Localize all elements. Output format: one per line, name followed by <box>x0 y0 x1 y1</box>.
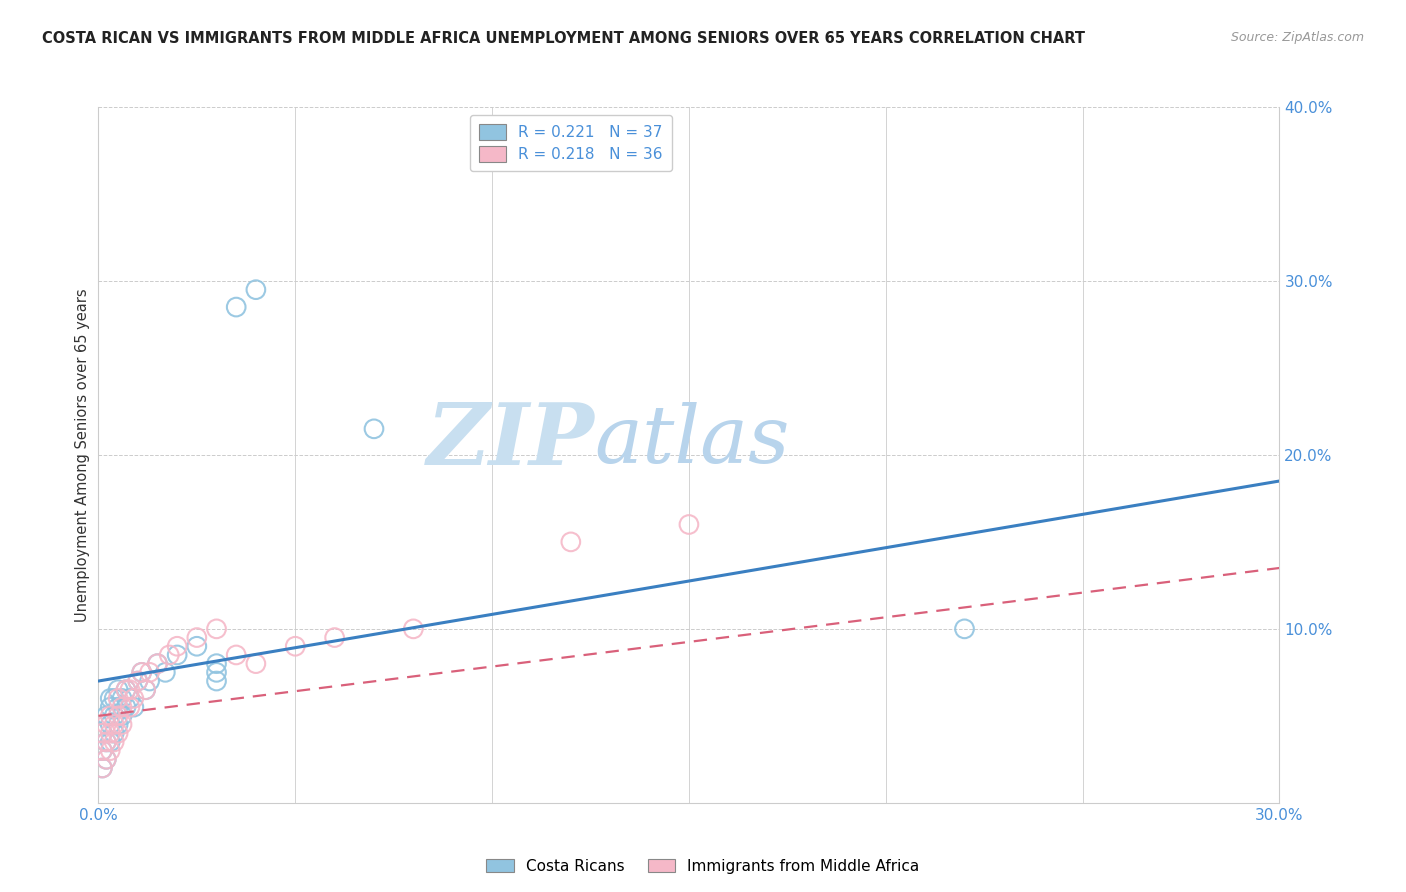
Point <box>96 735 118 749</box>
Point <box>166 648 188 662</box>
Point <box>138 665 160 680</box>
Point <box>131 665 153 680</box>
Point <box>118 691 141 706</box>
Point <box>157 648 180 662</box>
Point <box>402 622 425 636</box>
Point <box>107 717 129 731</box>
Point <box>122 691 145 706</box>
Point <box>107 700 129 714</box>
Point <box>103 735 125 749</box>
Point <box>225 648 247 662</box>
Point <box>131 665 153 680</box>
Text: atlas: atlas <box>595 402 790 480</box>
Point <box>115 682 138 697</box>
Point <box>155 665 177 680</box>
Point <box>91 744 114 758</box>
Point <box>103 691 125 706</box>
Text: Source: ZipAtlas.com: Source: ZipAtlas.com <box>1230 31 1364 45</box>
Point <box>103 708 125 723</box>
Point <box>205 665 228 680</box>
Point <box>91 744 114 758</box>
Point <box>678 517 700 532</box>
Point <box>107 691 129 706</box>
Point <box>186 631 208 645</box>
Point <box>96 752 118 766</box>
Point <box>115 682 138 697</box>
Point <box>205 674 228 689</box>
Point <box>98 700 121 714</box>
Point <box>118 700 141 714</box>
Text: ZIP: ZIP <box>426 400 595 483</box>
Point <box>953 622 976 636</box>
Point <box>127 674 149 689</box>
Point <box>98 726 121 740</box>
Point <box>107 726 129 740</box>
Point <box>186 639 208 653</box>
Point <box>205 657 228 671</box>
Point <box>96 752 118 766</box>
Point <box>135 682 157 697</box>
Point <box>107 708 129 723</box>
Point <box>363 422 385 436</box>
Point <box>115 700 138 714</box>
Point <box>111 708 134 723</box>
Point <box>98 691 121 706</box>
Point <box>107 682 129 697</box>
Point <box>135 682 157 697</box>
Point <box>96 735 118 749</box>
Point <box>146 657 169 671</box>
Legend: Costa Ricans, Immigrants from Middle Africa: Costa Ricans, Immigrants from Middle Afr… <box>481 853 925 880</box>
Point <box>91 761 114 775</box>
Point <box>96 708 118 723</box>
Point <box>245 283 267 297</box>
Point <box>146 657 169 671</box>
Point <box>122 700 145 714</box>
Point <box>166 639 188 653</box>
Point <box>98 717 121 731</box>
Point <box>103 717 125 731</box>
Point <box>127 674 149 689</box>
Point <box>118 682 141 697</box>
Point <box>323 631 346 645</box>
Point <box>284 639 307 653</box>
Point <box>91 726 114 740</box>
Point <box>205 622 228 636</box>
Point <box>91 761 114 775</box>
Point <box>111 700 134 714</box>
Point <box>98 708 121 723</box>
Legend: R = 0.221   N = 37, R = 0.218   N = 36: R = 0.221 N = 37, R = 0.218 N = 36 <box>470 115 672 171</box>
Point <box>98 744 121 758</box>
Point <box>103 726 125 740</box>
Text: COSTA RICAN VS IMMIGRANTS FROM MIDDLE AFRICA UNEMPLOYMENT AMONG SENIORS OVER 65 : COSTA RICAN VS IMMIGRANTS FROM MIDDLE AF… <box>42 31 1085 46</box>
Point <box>91 726 114 740</box>
Point <box>560 534 582 549</box>
Point <box>111 691 134 706</box>
Point <box>138 674 160 689</box>
Point <box>98 735 121 749</box>
Point <box>111 717 134 731</box>
Point <box>245 657 267 671</box>
Y-axis label: Unemployment Among Seniors over 65 years: Unemployment Among Seniors over 65 years <box>75 288 90 622</box>
Point <box>225 300 247 314</box>
Point <box>96 717 118 731</box>
